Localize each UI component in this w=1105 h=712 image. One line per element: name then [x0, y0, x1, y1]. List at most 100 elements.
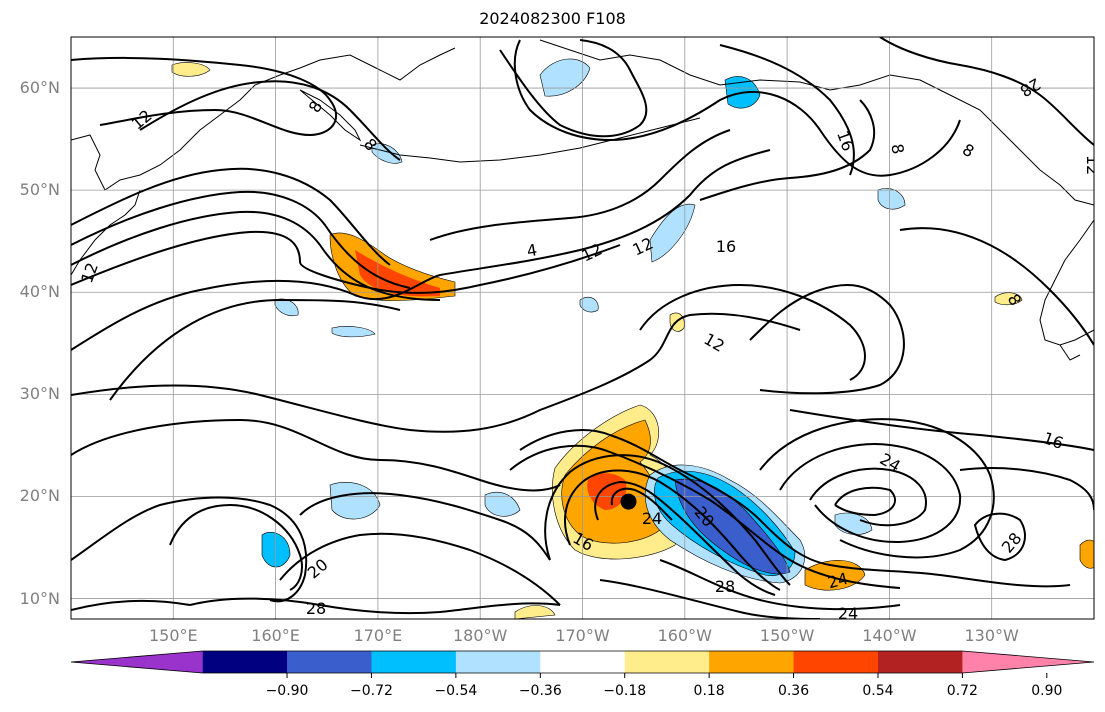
contour-label: 24	[838, 604, 858, 623]
contour-line	[71, 149, 771, 351]
contour-label: 4	[525, 240, 538, 260]
contour-line	[834, 486, 896, 517]
colorbar-tick-label: −0.18	[603, 683, 647, 699]
coastline-asia	[71, 47, 456, 191]
latitude-tick-label: 20°N	[19, 486, 60, 506]
contour-line	[71, 167, 391, 266]
coastlines	[71, 39, 1094, 361]
negative-anomaly-region	[329, 482, 381, 520]
colorbar-segment	[540, 651, 626, 673]
contour-line	[71, 496, 308, 603]
longitude-tick-label: 140°W	[862, 626, 917, 645]
contour-line	[699, 99, 876, 201]
contour-line	[749, 284, 905, 395]
contour-line	[610, 487, 673, 521]
contour-line	[564, 469, 781, 591]
colorbar-segment	[202, 651, 288, 673]
contour-line	[429, 129, 731, 241]
contour-lines	[71, 37, 1094, 619]
colorbar-segment	[877, 651, 963, 673]
negative-anomaly-region	[539, 58, 591, 97]
contour-line	[809, 467, 927, 527]
contour-label: 28	[306, 599, 326, 618]
negative-anomaly-region	[484, 491, 521, 517]
contour-line	[513, 39, 961, 177]
colorbar-tick-label: 0.90	[1031, 683, 1063, 699]
coastline-north-america	[1039, 219, 1094, 346]
contour-line	[71, 599, 191, 611]
contour-line	[759, 418, 995, 559]
contour-line	[71, 418, 561, 492]
contour-line	[659, 559, 901, 611]
latitude-tick-label: 60°N	[19, 78, 60, 98]
longitude-tick-label: 150°W	[759, 626, 815, 645]
contour-line	[544, 454, 791, 586]
longitude-tick-label: 130°W	[964, 626, 1019, 645]
colorbar	[70, 650, 1095, 678]
contour-line	[899, 227, 1094, 346]
colorbar-outline	[70, 650, 1095, 674]
contour-line	[139, 80, 401, 161]
contour-line	[639, 283, 866, 381]
colorbar-tick-label: −0.72	[349, 683, 393, 699]
colorbar-extend-high	[962, 651, 1094, 673]
longitude-tick-label: 180°W	[453, 626, 508, 645]
contour-line	[109, 298, 401, 401]
contour-line	[499, 39, 648, 138]
latitude-tick-label: 50°N	[19, 180, 60, 200]
colorbar-segment	[624, 651, 710, 673]
contour-label: 24	[642, 509, 662, 528]
contour-line	[189, 597, 561, 615]
colorbar-segment	[371, 651, 457, 673]
contour-line	[789, 409, 1094, 451]
negative-anomaly-region	[331, 326, 376, 338]
colorbar-tick-label: 0.18	[693, 683, 725, 699]
positive-anomaly-region	[1079, 539, 1094, 569]
longitude-tick-label: 170°W	[555, 626, 610, 645]
contour-line	[279, 532, 561, 606]
contour-line	[509, 444, 901, 589]
latitude-tick-label: 10°N	[19, 588, 60, 608]
latitude-tick-label: 40°N	[19, 282, 60, 302]
contour-line	[779, 443, 962, 544]
chart-title: 2024082300 F108	[479, 9, 626, 28]
contour-line	[71, 56, 337, 137]
colorbar-tick-label: 0.36	[777, 683, 810, 699]
longitude-tick-label: 160°E	[251, 626, 300, 645]
contour-line	[71, 190, 411, 289]
negative-anomaly-region	[371, 143, 403, 164]
positive-anomaly-region	[994, 292, 1023, 306]
colorbar-segment	[287, 651, 372, 673]
colorbar-tick-label: −0.54	[434, 683, 478, 699]
contour-label: 28	[715, 577, 735, 596]
contour-line	[169, 503, 303, 591]
latitude-tick-label: 30°N	[19, 384, 60, 404]
plot-frame	[70, 36, 1095, 620]
colorbar-extend-low	[71, 651, 203, 673]
negative-anomaly-region	[649, 203, 696, 263]
colorbar-tick-label: −0.36	[518, 683, 562, 699]
longitude-tick-label: 170°E	[353, 626, 403, 645]
longitude-tick-label: 160°W	[657, 626, 712, 645]
longitude-tick-label: 150°E	[148, 626, 198, 645]
map-plot-area: 12 8 8 4 12 12 16 16 8 12 28 8 12 16 24 …	[71, 37, 1102, 623]
contour-line	[594, 480, 776, 596]
contour-line	[879, 37, 1094, 146]
contour-line	[719, 44, 855, 176]
contour-line	[973, 512, 1026, 562]
colorbar-tick-label: 0.54	[862, 683, 894, 699]
contour-line	[299, 492, 551, 561]
colorbar-segment	[455, 651, 541, 673]
contour-label: 12	[1083, 155, 1102, 175]
contour-label: 16	[716, 237, 736, 256]
contour-line	[599, 579, 821, 619]
negative-anomaly-region	[579, 296, 599, 313]
contour-line	[71, 312, 801, 433]
colorbar-segment	[709, 651, 795, 673]
contour-label: 24	[826, 569, 851, 593]
positive-anomaly-region	[514, 605, 556, 619]
positive-anomaly-region	[171, 62, 211, 77]
storm-center-marker	[620, 493, 637, 510]
coastline-aleutians	[359, 117, 701, 163]
